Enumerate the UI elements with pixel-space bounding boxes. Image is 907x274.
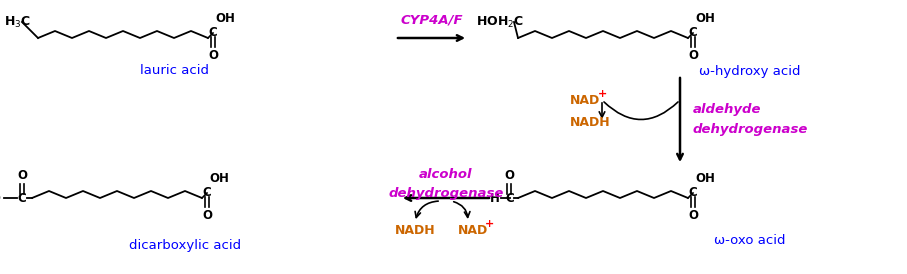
Text: +: + — [485, 219, 494, 229]
Text: aldehyde: aldehyde — [693, 104, 762, 116]
Text: NADH: NADH — [570, 116, 610, 129]
Text: HOH$_2$C: HOH$_2$C — [476, 15, 524, 30]
Text: lauric acid: lauric acid — [141, 64, 210, 76]
Text: C: C — [688, 27, 697, 39]
Text: OH: OH — [209, 172, 229, 185]
Text: O: O — [504, 169, 514, 182]
Text: NADH: NADH — [395, 224, 435, 236]
Text: C: C — [505, 192, 514, 204]
Text: ω-oxo acid: ω-oxo acid — [714, 233, 785, 247]
Text: C: C — [17, 192, 26, 204]
Text: O: O — [17, 169, 27, 182]
Text: OH: OH — [215, 12, 235, 25]
Text: C: C — [209, 27, 218, 39]
Text: NAD: NAD — [570, 93, 600, 107]
Text: alcohol: alcohol — [419, 169, 473, 181]
Text: NAD: NAD — [458, 224, 488, 236]
Text: O: O — [688, 209, 698, 222]
Text: C: C — [688, 187, 697, 199]
Text: O: O — [202, 209, 212, 222]
Text: CYP4A/F: CYP4A/F — [400, 13, 463, 27]
Text: C: C — [202, 187, 211, 199]
Text: dehydrogenase: dehydrogenase — [693, 124, 808, 136]
Text: O: O — [208, 49, 218, 62]
Text: +: + — [598, 89, 608, 99]
Text: ω-hydroxy acid: ω-hydroxy acid — [699, 65, 801, 78]
Text: OH: OH — [695, 12, 715, 25]
Text: OH: OH — [695, 172, 715, 185]
Text: HO: HO — [0, 192, 2, 204]
Text: H: H — [490, 192, 500, 204]
Text: H$_3$C: H$_3$C — [4, 15, 31, 30]
Text: dehydrogenase: dehydrogenase — [388, 187, 503, 199]
Text: O: O — [688, 49, 698, 62]
Text: dicarboxylic acid: dicarboxylic acid — [129, 238, 241, 252]
